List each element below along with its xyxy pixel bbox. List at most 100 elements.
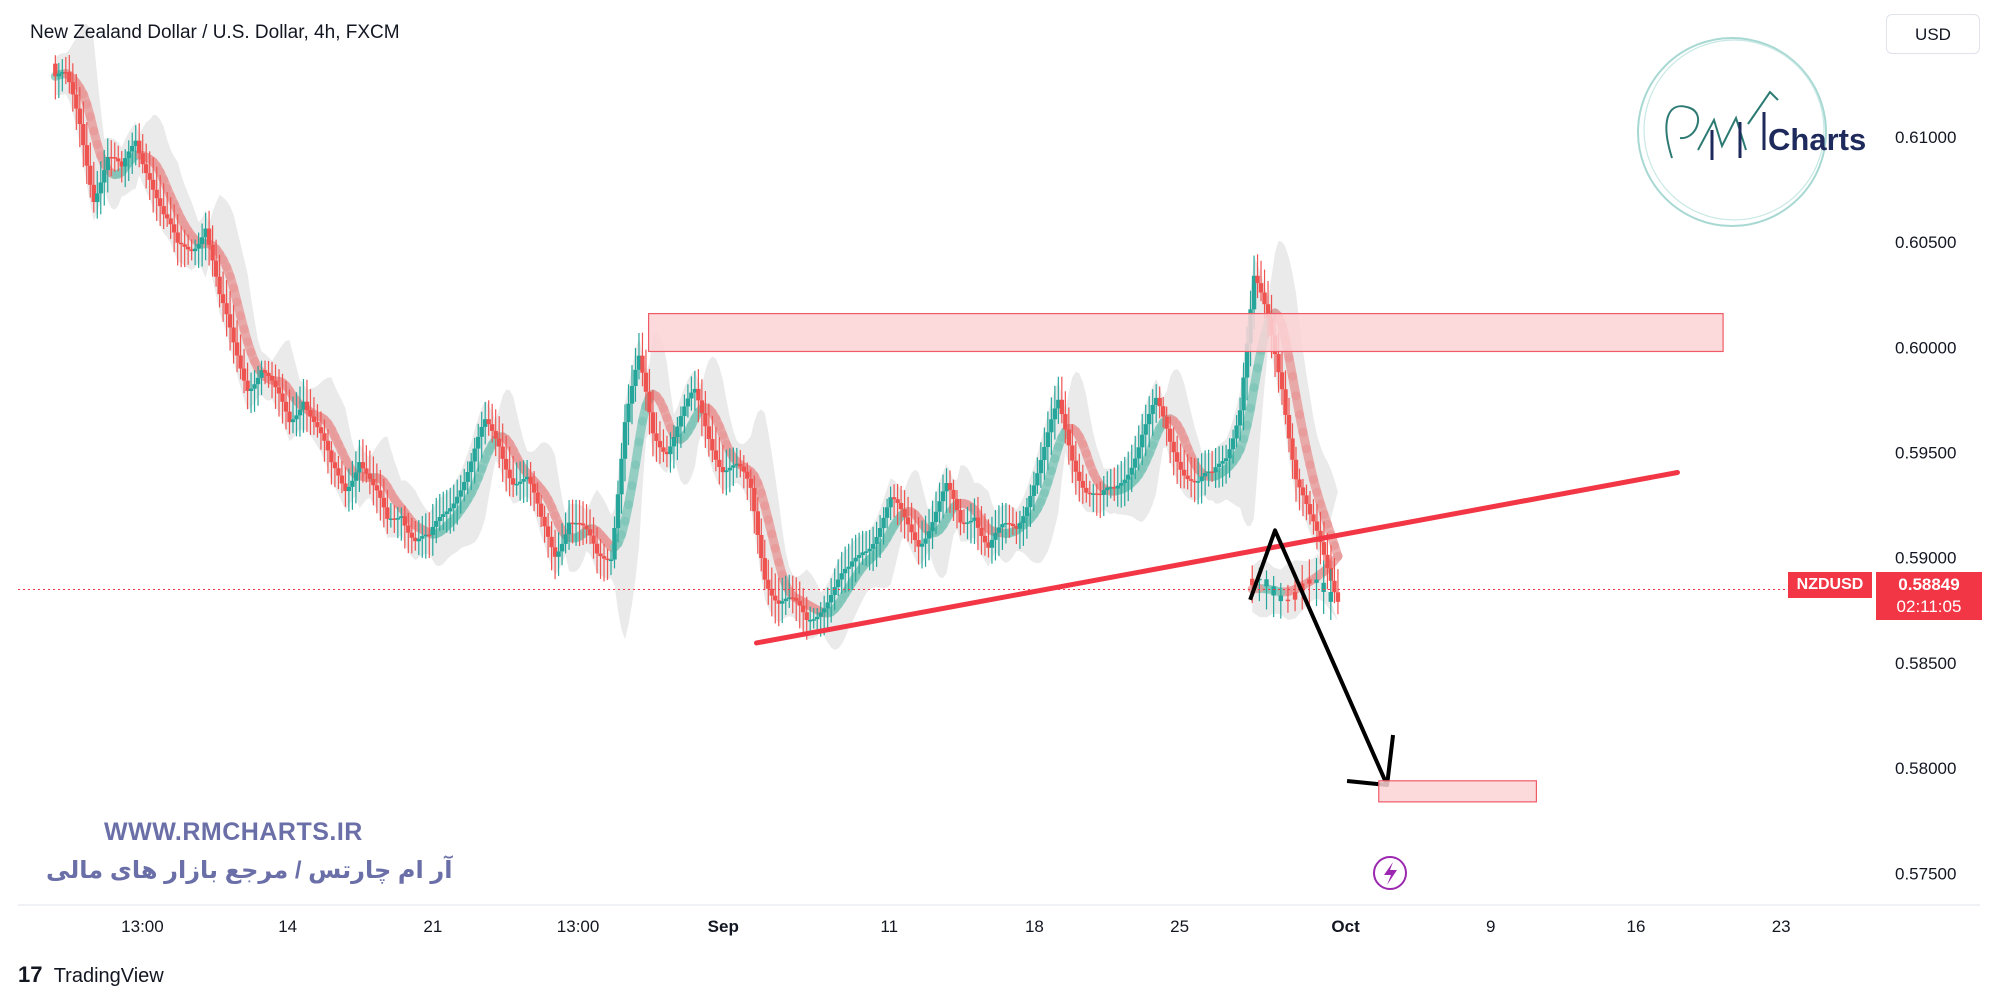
candle-body (794, 597, 799, 601)
candle-body (909, 524, 914, 533)
candle-body (678, 416, 684, 427)
candle-body (951, 489, 956, 499)
candle-body (462, 481, 467, 491)
candle-body (53, 63, 58, 77)
candle-body (81, 124, 86, 146)
candle-body (566, 522, 572, 535)
candle-body (91, 184, 96, 203)
candle-body (1297, 479, 1302, 488)
candle-body (1021, 516, 1026, 524)
candle-body (587, 529, 593, 536)
candle-body (1063, 414, 1068, 430)
candle-body (930, 522, 935, 532)
candle-body (923, 538, 928, 544)
candle-body (1300, 487, 1306, 496)
candle-body (1241, 377, 1246, 411)
candle-body (465, 472, 470, 482)
candle-body (989, 539, 995, 548)
candle-body (1098, 493, 1103, 496)
time-tick-label: 18 (1025, 917, 1044, 936)
candle-body (1059, 399, 1065, 415)
logo-text: Charts (1768, 122, 1866, 157)
candle-body (185, 246, 191, 250)
candle-body (318, 427, 324, 434)
candle-body (1112, 487, 1117, 489)
candle-body (1307, 504, 1313, 515)
candle-body (535, 492, 540, 504)
candle-body (496, 438, 502, 447)
candle-body (601, 556, 607, 559)
candle-body (1070, 445, 1075, 461)
candle-body (255, 377, 261, 385)
candle-body (881, 517, 886, 529)
candle-body (745, 471, 750, 479)
candle-body (489, 424, 495, 431)
candle-body (993, 532, 998, 540)
candle-body (1192, 480, 1197, 483)
candle-body (622, 422, 628, 459)
candle-body (675, 426, 680, 437)
candle-body (748, 478, 754, 488)
candle-body (514, 483, 519, 486)
candle-body (919, 543, 925, 547)
candle-body (528, 476, 533, 484)
candle-body (437, 516, 442, 522)
currency-button[interactable]: USD (1886, 14, 1980, 54)
candle-body (1250, 578, 1255, 586)
time-tick-label: 16 (1627, 917, 1646, 936)
candle-body (724, 470, 729, 473)
candle-body (898, 503, 904, 510)
candle-body (1007, 523, 1012, 525)
tradingview-logo-icon: 17 (18, 962, 43, 987)
candle-body (717, 459, 722, 468)
candle-body (626, 403, 631, 423)
candle-body (1160, 406, 1166, 417)
time-tick-label: Oct (1331, 917, 1360, 936)
candle-body (248, 388, 254, 391)
candle-body (182, 244, 187, 247)
candle-body (594, 543, 600, 554)
candle-body (444, 511, 449, 515)
resistance-zone (647, 312, 1724, 353)
candle-body (74, 94, 79, 109)
candle-body (734, 463, 740, 466)
candle-body (1133, 458, 1138, 468)
candle-body (441, 514, 446, 517)
candle-body (1167, 428, 1173, 442)
candle-body (1017, 523, 1023, 529)
candle-body (60, 72, 65, 74)
candle-body (1185, 475, 1190, 480)
candle-body (835, 579, 841, 588)
candle-body (458, 490, 463, 497)
candle-body (116, 158, 121, 162)
candle-body (1000, 524, 1005, 528)
candle-body (1321, 542, 1327, 555)
candle-body (752, 487, 757, 512)
candle-body (643, 372, 649, 392)
candle-body (937, 501, 942, 512)
candle-body (476, 436, 481, 449)
candle-body (815, 616, 820, 620)
candle-body (95, 193, 100, 203)
candle-body (325, 440, 331, 451)
candle-body (510, 478, 516, 485)
candle-body (633, 369, 638, 387)
candle-body (926, 531, 932, 539)
lightning-icon[interactable] (1373, 856, 1407, 890)
candle-body (402, 516, 408, 526)
candle-body (654, 433, 659, 441)
candle-body (171, 224, 177, 233)
candle-body (877, 528, 883, 537)
candle-body (944, 483, 949, 492)
candle-body (238, 355, 243, 369)
candle-body (168, 218, 173, 225)
tradingview-brand[interactable]: 17 TradingView (18, 962, 164, 988)
candle-body (1003, 523, 1009, 525)
candle-body (339, 475, 345, 484)
support-trendline (753, 469, 1680, 646)
candle-body (137, 140, 142, 154)
candle-body (1258, 283, 1264, 293)
candle-body (874, 536, 879, 544)
candle-body (1283, 389, 1288, 415)
